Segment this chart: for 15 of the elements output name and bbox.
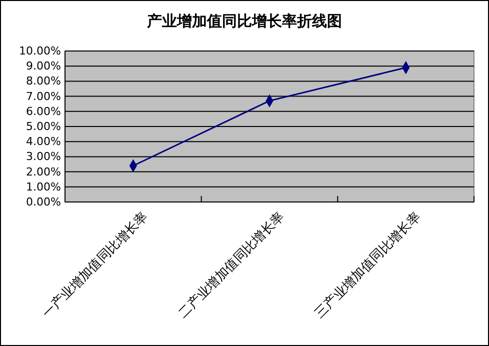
- y-tick-label: 2.00%: [26, 165, 61, 178]
- y-tick-label: 1.00%: [26, 180, 61, 194]
- y-tick-label: 4.00%: [26, 135, 61, 148]
- chart-title: 产业增加值同比增长率折线图: [146, 12, 342, 30]
- y-tick-label: 8.00%: [26, 74, 61, 88]
- y-tick-label: 6.00%: [26, 104, 61, 118]
- y-tick-label: 10.00%: [19, 44, 61, 58]
- y-tick-label: 9.00%: [26, 60, 61, 73]
- y-tick-label: 0.00%: [26, 196, 61, 209]
- x-tick-label: 一产业增加值同比增长率: [38, 208, 152, 322]
- x-tick-label: 二产业增加值同比增长率: [175, 208, 288, 322]
- x-tick-label: 三产业增加值同比增长率: [311, 208, 424, 322]
- y-tick-label: 5.00%: [26, 120, 61, 134]
- y-tick-label: 3.00%: [26, 150, 61, 164]
- y-tick-label: 7.00%: [26, 90, 61, 103]
